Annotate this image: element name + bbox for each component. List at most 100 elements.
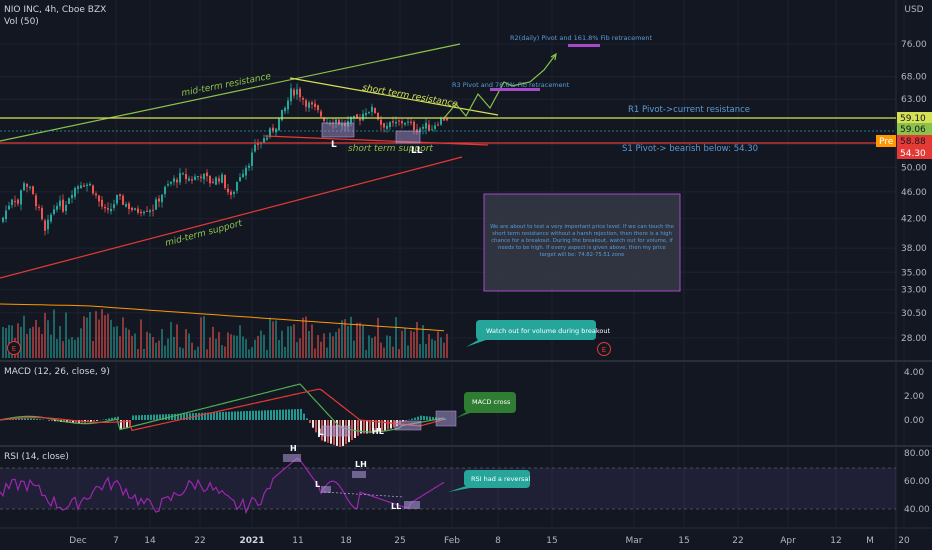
volume-bar (428, 334, 430, 358)
candle-body (302, 98, 304, 100)
grid-lines (0, 0, 905, 528)
volume-bar (389, 335, 391, 358)
earnings-marker-2[interactable] (597, 342, 611, 356)
mid-term-resistance-line[interactable] (0, 43, 461, 142)
macd-hist-bar (312, 420, 314, 428)
candle-body (386, 125, 388, 129)
candle-body (440, 117, 442, 125)
rsi-indicator-label[interactable]: RSI (14, close) (4, 452, 69, 462)
price-badge (897, 112, 932, 124)
macd-hist-bar (300, 408, 302, 420)
macd-hist-bar (12, 418, 14, 420)
price-axis[interactable]: 76.0068.0063.0054.0050.0046.0042.0038.00… (901, 40, 927, 344)
price-tick-label: 63.00 (901, 95, 927, 105)
macd-hist-bar (423, 415, 425, 420)
candle-body (410, 121, 412, 123)
volume-bar (320, 341, 322, 358)
earnings-marker-1[interactable] (7, 341, 21, 355)
analysis-note-box[interactable] (483, 193, 681, 292)
volume-bar (20, 326, 22, 358)
macd-higher-low-box[interactable] (394, 420, 422, 431)
candle-body (74, 188, 76, 197)
short-term-resistance-line[interactable] (289, 77, 499, 116)
macd-hist-bar (282, 409, 284, 420)
candle-body (278, 118, 280, 131)
macd-hist-bar (39, 419, 41, 420)
macd-callout-bubble[interactable] (456, 392, 516, 418)
mid-term-support-line[interactable] (0, 156, 463, 279)
macd-cross-box[interactable] (435, 410, 457, 427)
time-tick-label: 25 (394, 536, 405, 546)
rsi-callout-text: RSI had a reversal (471, 475, 530, 483)
candle-body (401, 121, 403, 124)
volume-bar (65, 312, 67, 358)
volume-bar (203, 316, 205, 358)
currency-label[interactable]: USD (904, 5, 923, 15)
rsi-high-box[interactable] (283, 454, 301, 462)
time-tick-label: 2021 (239, 536, 264, 546)
macd-hist-bar (417, 416, 419, 420)
rsi-axis[interactable]: 80.00 60.00 40.00 (904, 449, 930, 515)
r3-target-zone[interactable] (490, 88, 540, 91)
candle-body (275, 128, 277, 133)
macd-hist-bar (378, 420, 380, 432)
candle-body (425, 122, 427, 129)
rsi-low-box[interactable] (321, 486, 331, 493)
macd-hist-bar (384, 420, 386, 431)
macd-axis[interactable]: 4.00 2.00 0.00 (904, 368, 924, 426)
macd-signal-line (0, 388, 445, 432)
candle-body (209, 175, 211, 184)
volume-bar (284, 346, 286, 358)
candle-body (227, 188, 229, 193)
volume-bar (374, 336, 376, 358)
lower-low-pattern-box[interactable] (395, 130, 421, 144)
symbol-title[interactable]: NIO INC, 4h, Cboe BZX (4, 5, 106, 15)
macd-hist-bar (363, 420, 365, 434)
candle-body (8, 205, 10, 210)
projection-path[interactable] (443, 53, 557, 119)
macd-hist-bar (432, 416, 434, 420)
candle-body (161, 194, 163, 203)
macd-hist-bar (96, 420, 98, 421)
candle-body (347, 121, 349, 127)
time-axis[interactable]: Dec 7 14 22 2021 11 18 25 Feb 8 15 Mar 15 22 Apr 12 20 M (69, 536, 910, 546)
volume-bar (212, 326, 214, 358)
volume-bar (347, 326, 349, 358)
projection-arrow-icon (550, 52, 557, 61)
rsi-lower-high-box[interactable] (352, 471, 366, 478)
macd-hist-bar (144, 414, 146, 420)
macd-hist-bar (180, 413, 182, 420)
price-badge-label: 54.30 (900, 149, 926, 159)
volume-bar (344, 319, 346, 358)
macd-hist-bar (285, 409, 287, 420)
candle-body (128, 203, 130, 209)
candle-body (389, 122, 391, 128)
macd-low-box[interactable] (321, 425, 351, 437)
volume-indicator-label[interactable]: Vol (50) (4, 17, 39, 27)
r2-target-zone[interactable] (568, 44, 600, 47)
price-tick-label: 46.00 (901, 188, 927, 198)
candle-body (338, 119, 340, 125)
macd-hist-bar (213, 412, 215, 420)
candle-body (365, 112, 367, 116)
candle-body (392, 121, 394, 123)
low-pattern-box[interactable] (321, 122, 355, 138)
macd-hist-bar (30, 418, 32, 420)
volume-bar (176, 324, 178, 358)
candle-body (146, 210, 148, 212)
candle-body (140, 211, 142, 214)
candle-body (329, 123, 331, 125)
macd-hist-bar (255, 410, 257, 420)
volume-callout-bubble[interactable] (466, 320, 596, 347)
candle-body (29, 186, 31, 188)
macd-indicator-label[interactable]: MACD (12, 26, close, 9) (4, 367, 110, 377)
rsi-callout-bubble[interactable] (448, 470, 530, 492)
volume-bar (128, 329, 130, 358)
volume-bar (278, 339, 280, 358)
volume-callout-text: Watch out for volume during breakout (486, 327, 610, 335)
macd-hist-bar (93, 420, 95, 422)
lower-low-label: LL (411, 146, 423, 156)
rsi-lower-low-box[interactable] (404, 501, 420, 509)
